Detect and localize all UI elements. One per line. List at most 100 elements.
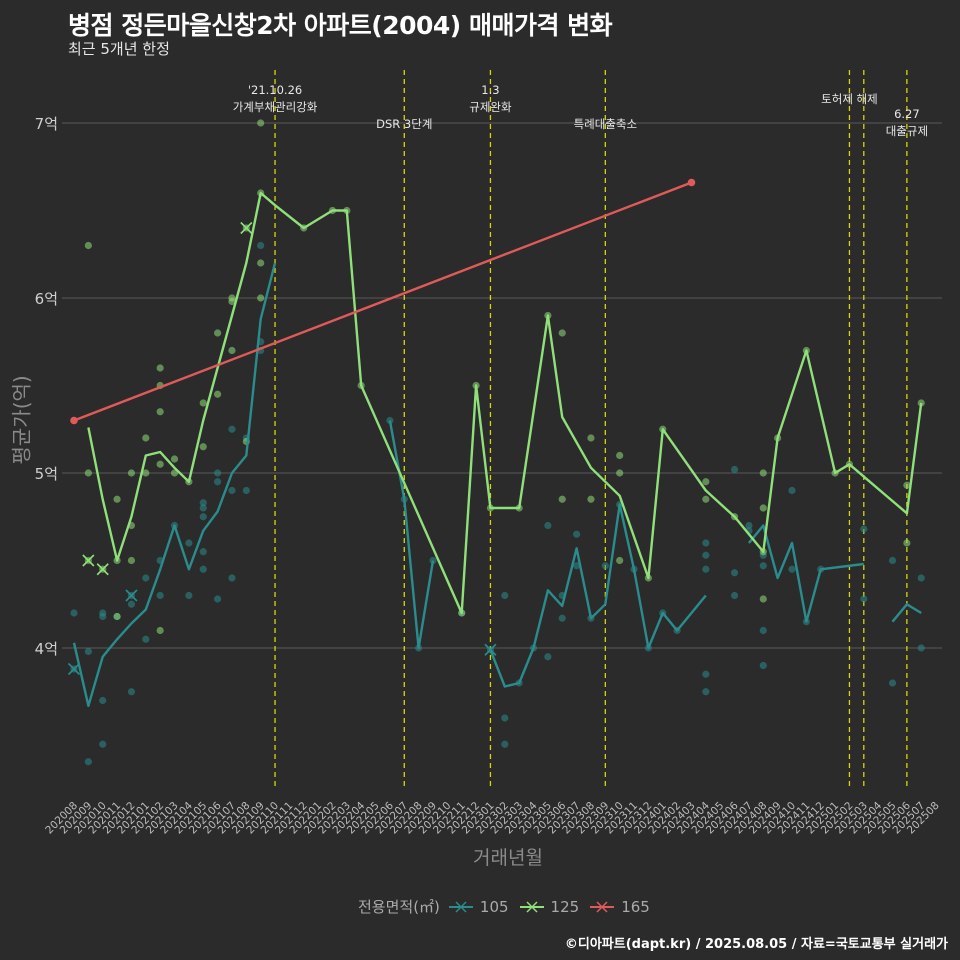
point-105 (702, 551, 710, 559)
point-105 (199, 513, 207, 521)
point-125 (156, 408, 164, 416)
point-105 (99, 740, 107, 748)
point-105 (759, 562, 767, 570)
event-label: 가계부채관리강화 (233, 100, 318, 114)
point-105 (860, 595, 868, 603)
point-105 (558, 614, 566, 622)
y-tick-label: 7억 (35, 115, 58, 133)
point-125 (170, 455, 179, 463)
event-label: DSR 3단계 (376, 117, 432, 131)
x-marker-125 (240, 221, 253, 235)
point-105 (242, 486, 250, 495)
point-125 (113, 495, 121, 503)
point-105 (84, 758, 92, 766)
legend-item-125: 125 (519, 897, 580, 916)
endpoint-165 (687, 178, 696, 187)
x-marker-105 (484, 643, 497, 656)
series-line-105 (747, 524, 864, 623)
point-125 (84, 241, 92, 250)
point-125 (199, 399, 207, 407)
point-125 (228, 346, 236, 355)
point-125 (702, 495, 710, 503)
y-tick-label: 5억 (35, 465, 58, 483)
point-105 (127, 688, 136, 696)
source-footer: ©디아파트(dapt.kr) / 2025.08.05 / 자료=국토교통부 실… (564, 937, 948, 952)
point-105 (228, 574, 236, 582)
point-125 (903, 481, 911, 489)
point-105 (156, 591, 164, 600)
point-125 (759, 469, 767, 477)
x-marker-105 (125, 589, 138, 602)
series-line-165 (73, 181, 692, 422)
point-125 (142, 469, 150, 477)
point-105 (745, 521, 753, 530)
series-line-105 (388, 420, 435, 650)
chart-title: 병점 정든마을신창2차 아파트(2004) 매매가격 변화 (68, 11, 613, 40)
point-105 (127, 600, 136, 608)
point-125 (214, 329, 222, 337)
series-line-105 (72, 262, 277, 707)
y-axis-label: 평균가(억) (9, 375, 34, 465)
point-105 (888, 556, 897, 565)
point-105 (199, 499, 207, 507)
point-105 (730, 591, 739, 600)
point-125 (257, 119, 265, 127)
point-125 (142, 434, 150, 442)
point-105 (573, 562, 581, 570)
point-105 (214, 469, 222, 477)
legend-key-105 (448, 900, 473, 913)
point-125 (903, 539, 911, 547)
point-105 (501, 591, 509, 600)
event-label: 1.3 (481, 83, 499, 97)
point-105 (84, 647, 92, 656)
point-105 (214, 595, 222, 603)
event-label: 규제완화 (469, 100, 512, 114)
series-line-105 (489, 503, 707, 688)
point-125 (702, 478, 710, 486)
event-label: 토허제 해제 (821, 92, 878, 106)
point-105 (730, 465, 739, 474)
point-105 (860, 525, 868, 533)
point-105 (199, 565, 207, 573)
point-125 (156, 364, 164, 372)
event-label: 대출규제 (886, 124, 928, 138)
point-105 (185, 539, 193, 547)
chart-subtitle: 최근 5개년 한정 (68, 40, 170, 58)
point-125 (616, 556, 624, 565)
point-105 (185, 591, 193, 600)
legend-label-125: 125 (550, 897, 580, 916)
series-line-125 (87, 191, 923, 615)
x-marker-105 (67, 662, 81, 676)
point-105 (702, 688, 710, 696)
point-105 (759, 661, 767, 670)
legend-key-165 (590, 900, 615, 913)
y-tick-label: 6억 (35, 290, 58, 308)
point-105 (199, 504, 207, 512)
point-125 (199, 443, 207, 451)
point-105 (142, 574, 150, 582)
point-105 (99, 612, 107, 621)
legend-label-105: 105 (479, 897, 509, 916)
point-105 (788, 565, 796, 573)
point-125 (156, 626, 164, 635)
point-105 (544, 653, 552, 661)
point-125 (759, 504, 767, 512)
point-105 (702, 565, 710, 573)
series-line-105 (891, 603, 922, 623)
x-marker-125 (82, 554, 95, 567)
point-125 (558, 495, 566, 503)
legend-label-165: 165 (621, 897, 650, 916)
legend: 전용면적(㎡) 105 125 165 (358, 896, 660, 917)
point-125 (228, 297, 236, 306)
point-125 (616, 451, 624, 460)
point-105 (99, 696, 107, 705)
point-105 (788, 486, 796, 495)
point-125 (616, 469, 624, 477)
point-125 (257, 259, 265, 267)
point-125 (257, 294, 265, 302)
point-105 (888, 679, 897, 687)
point-105 (917, 644, 925, 652)
y-tick-label: 4억 (35, 640, 58, 658)
point-105 (70, 609, 78, 617)
point-125 (917, 399, 925, 407)
